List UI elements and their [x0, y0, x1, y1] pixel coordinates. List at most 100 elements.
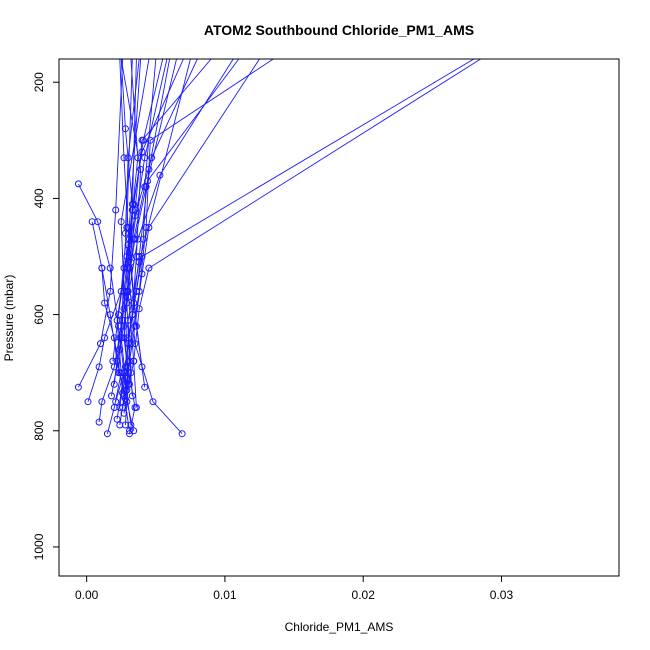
data-point — [141, 154, 149, 162]
data-point — [108, 392, 115, 400]
data-point — [144, 177, 151, 185]
data-point — [137, 165, 145, 173]
data-point — [113, 415, 121, 423]
profile-line — [115, 59, 142, 402]
x-axis: 0.00 0.01 0.02 0.03 — [75, 575, 514, 602]
profile-series — [119, 59, 274, 397]
profile-series — [119, 59, 146, 371]
profile-line — [122, 59, 274, 394]
data-point — [132, 404, 140, 411]
y-tick-label: 400 — [32, 188, 46, 208]
x-tick-label: 0.00 — [75, 588, 99, 602]
data-point — [123, 253, 131, 260]
data-point — [138, 148, 146, 156]
data-point — [148, 154, 156, 162]
data-point — [120, 264, 128, 272]
data-point — [98, 264, 106, 272]
data-point — [132, 253, 140, 260]
data-point — [141, 383, 149, 391]
data-point — [145, 264, 153, 272]
data-point — [95, 418, 103, 426]
data-point — [130, 357, 138, 365]
data-point — [112, 398, 120, 406]
data-point — [84, 398, 92, 406]
data-point — [123, 386, 131, 394]
data-point — [121, 421, 129, 429]
profile-line — [127, 59, 475, 396]
chart-title: ATOM2 Southbound Chloride_PM1_AMS — [204, 22, 474, 38]
data-point — [74, 180, 82, 188]
y-tick-label: 600 — [32, 304, 46, 324]
data-point — [178, 430, 186, 438]
profile-series — [120, 59, 481, 417]
data-point — [115, 311, 122, 319]
data-point — [121, 229, 129, 237]
x-tick-label: 0.02 — [352, 588, 376, 602]
x-tick-label: 0.03 — [490, 588, 514, 602]
data-point — [116, 404, 124, 411]
profile-line — [77, 59, 124, 388]
y-tick-label: 200 — [32, 72, 46, 92]
data-point — [128, 206, 136, 214]
data-point — [120, 334, 128, 342]
plot-frame — [58, 58, 620, 577]
profile-line — [91, 221, 130, 431]
x-tick-label: 0.01 — [213, 588, 237, 602]
data-point — [149, 398, 157, 406]
data-point — [120, 154, 128, 162]
data-point — [121, 363, 129, 371]
data-point — [131, 322, 139, 330]
profile-line — [120, 59, 198, 391]
x-axis-label: Chloride_PM1_AMS — [285, 620, 394, 634]
plot-area — [74, 59, 481, 438]
data-point — [119, 316, 127, 324]
profile-line — [118, 59, 164, 373]
data-point — [109, 357, 117, 365]
profile-line — [123, 59, 212, 426]
data-point — [126, 427, 133, 435]
data-point — [103, 430, 111, 438]
data-point — [130, 427, 138, 435]
data-point — [95, 363, 103, 371]
data-point — [110, 334, 118, 342]
data-point — [117, 218, 125, 226]
profile-line — [123, 59, 240, 385]
y-axis: 200 400 600 800 1000 — [32, 72, 60, 560]
data-point — [126, 380, 133, 388]
data-point — [123, 287, 131, 295]
data-point — [106, 264, 114, 272]
profile-line — [119, 59, 143, 367]
data-point — [142, 224, 150, 231]
data-point — [128, 311, 136, 319]
y-axis-label: Pressure (mbar) — [2, 275, 16, 362]
y-tick-label: 1000 — [32, 533, 46, 560]
profile-series — [117, 59, 198, 394]
profile-line — [101, 268, 135, 431]
data-point — [112, 206, 120, 214]
profile-series — [112, 59, 145, 406]
profile-line — [112, 59, 184, 362]
data-point — [138, 363, 146, 371]
profile-line — [77, 183, 132, 426]
data-point — [124, 154, 132, 162]
y-tick-label: 800 — [32, 420, 46, 440]
data-point — [97, 340, 104, 348]
data-point — [131, 235, 139, 243]
data-point — [106, 311, 114, 319]
data-point — [132, 287, 140, 295]
data-point — [98, 398, 106, 406]
data-point — [74, 383, 82, 391]
profile-line — [123, 59, 481, 414]
data-point — [139, 136, 147, 144]
data-point — [139, 235, 147, 243]
data-point — [88, 218, 96, 226]
profile-series — [109, 59, 184, 365]
data-point — [156, 171, 164, 179]
data-point — [115, 369, 122, 377]
profile-series — [74, 59, 124, 391]
profile-line — [116, 59, 171, 420]
data-point — [101, 299, 109, 307]
profile-series — [120, 59, 240, 388]
profile-line — [124, 59, 140, 408]
